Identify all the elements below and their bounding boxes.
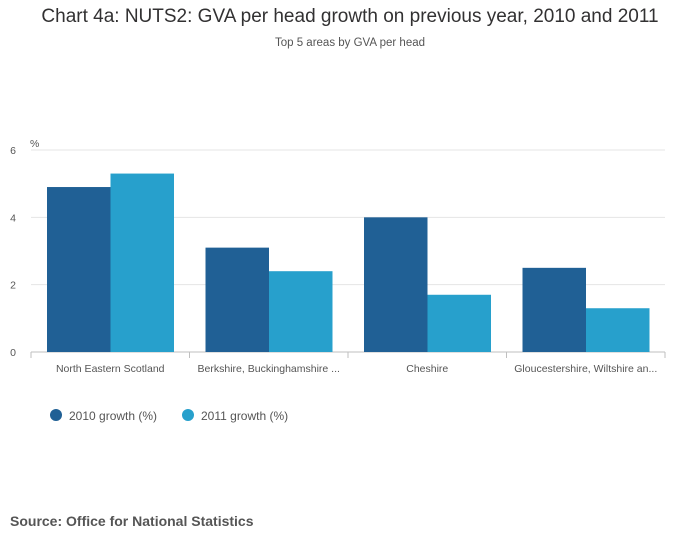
y-tick-label: 6 [10,145,16,157]
bar [586,308,650,352]
source-note: Source: Office for National Statistics [10,513,254,529]
legend-label: 2010 growth (%) [69,409,157,423]
y-axis-label: % [30,138,39,150]
chart-subtitle: Top 5 areas by GVA per head [274,37,426,49]
legend-label: 2011 growth (%) [201,409,288,423]
bar [427,294,491,352]
x-tick-label: Cheshire [406,363,448,375]
bar [47,187,111,352]
x-tick-label: North Eastern Scotland [56,363,165,375]
chart-title: Chart 4a: NUTS2: GVA per head growth on … [41,6,659,27]
bar [205,247,269,352]
bar [269,271,333,352]
legend-marker [182,409,194,421]
legend-marker [50,409,62,421]
y-tick-label: 0 [10,347,16,359]
bar [364,217,428,352]
bar [110,173,174,352]
y-tick-label: 2 [10,280,16,292]
y-tick-label: 4 [10,212,16,224]
bar [522,267,586,352]
x-tick-label: Gloucestershire, Wiltshire an... [514,363,657,375]
x-tick-label: Berkshire, Buckinghamshire ... [198,363,340,375]
